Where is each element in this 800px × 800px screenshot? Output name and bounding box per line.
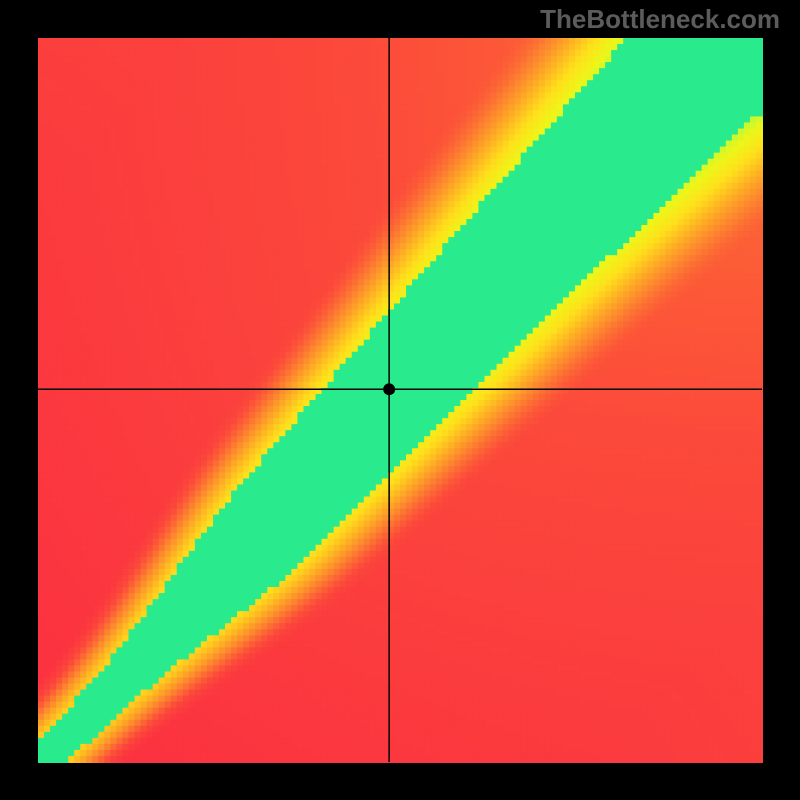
- bottleneck-heatmap: [0, 0, 800, 800]
- watermark-text: TheBottleneck.com: [540, 4, 780, 35]
